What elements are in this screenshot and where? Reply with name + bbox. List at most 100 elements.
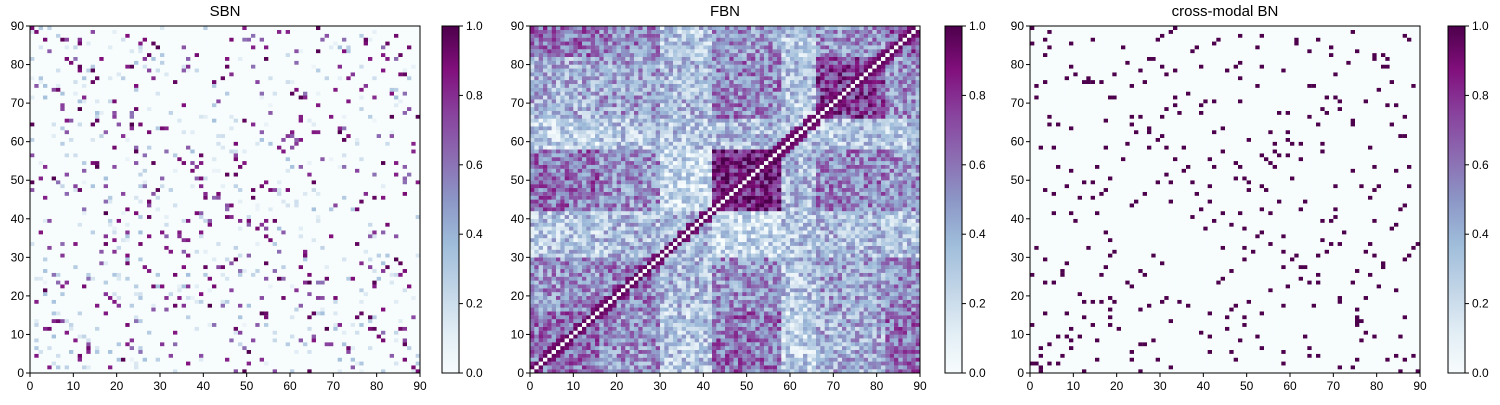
heatmap-cell <box>173 176 178 181</box>
heatmap-cell <box>82 284 87 289</box>
heatmap-cell <box>108 241 113 246</box>
heatmap-cell <box>329 346 334 351</box>
heatmap-cell <box>242 257 247 262</box>
heatmap-cell <box>385 365 390 370</box>
heatmap-cell <box>307 257 312 262</box>
heatmap-cell <box>121 361 126 366</box>
heatmap-cell <box>34 157 39 162</box>
heatmap-cell <box>69 330 74 335</box>
heatmap-cell <box>402 299 408 304</box>
heatmap-cell <box>112 288 117 293</box>
heatmap-cell <box>385 191 390 196</box>
heatmap-cell <box>155 245 161 250</box>
heatmap-cell <box>350 284 356 289</box>
heatmap-cell <box>220 222 226 227</box>
heatmap-cell <box>95 257 100 262</box>
heatmap-cell <box>125 261 130 266</box>
heatmap-cell <box>407 238 412 243</box>
heatmap-cell <box>134 342 139 347</box>
heatmap-cell <box>95 160 100 165</box>
heatmap-cell <box>116 249 122 254</box>
heatmap-cell <box>99 280 104 285</box>
heatmap-cell <box>298 299 304 304</box>
heatmap-cell <box>307 319 312 324</box>
heatmap-cell <box>415 353 421 358</box>
heatmap-cell <box>316 172 321 177</box>
heatmap-cell <box>125 357 130 362</box>
heatmap-cell <box>368 241 373 246</box>
heatmap-cell <box>346 288 351 293</box>
heatmap-cell <box>103 307 109 312</box>
heatmap-cell <box>303 211 308 216</box>
heatmap-cell <box>99 303 104 308</box>
heatmap-cell <box>186 168 191 173</box>
heatmap-cell <box>69 353 74 358</box>
heatmap-cell <box>86 319 91 324</box>
heatmap-cell <box>151 299 156 304</box>
heatmap-cell <box>151 288 156 293</box>
heatmap-cell <box>329 299 334 304</box>
heatmap-cell <box>121 211 126 216</box>
heatmap-cell <box>281 284 286 289</box>
heatmap-cell <box>272 315 278 320</box>
heatmap-cell <box>303 284 308 289</box>
heatmap-cell <box>103 357 109 362</box>
heatmap-cell <box>64 292 70 297</box>
heatmap-cell <box>160 295 165 300</box>
heatmap-cell <box>402 257 408 262</box>
heatmap-cell <box>138 214 143 219</box>
heatmap-cell <box>147 346 152 351</box>
heatmap-cell <box>376 234 382 239</box>
heatmap-cell <box>259 234 265 239</box>
heatmap-cell <box>389 249 395 254</box>
heatmap-cell <box>233 292 239 297</box>
heatmap-cell <box>147 349 152 354</box>
heatmap-cell <box>112 241 117 246</box>
heatmap-cell <box>220 214 226 219</box>
heatmap-cell <box>168 334 174 339</box>
heatmap-cell <box>125 176 130 181</box>
heatmap-cell <box>294 241 299 246</box>
heatmap-cell <box>342 257 347 262</box>
heatmap-cell <box>268 319 273 324</box>
heatmap-cell <box>229 199 234 204</box>
heatmap-cell <box>194 226 200 231</box>
heatmap-cell <box>398 191 403 196</box>
heatmap-cell <box>298 191 304 196</box>
heatmap-cell <box>324 330 330 335</box>
heatmap-cell <box>69 288 74 293</box>
heatmap-cell <box>82 299 87 304</box>
heatmap-cell <box>372 184 377 189</box>
heatmap-cell <box>69 230 74 235</box>
heatmap-cell <box>220 349 226 354</box>
heatmap-cell <box>385 342 390 347</box>
heatmap-cell <box>385 214 390 219</box>
heatmap-cell <box>82 265 87 270</box>
heatmap-cell <box>333 346 338 351</box>
heatmap-cell <box>34 241 39 246</box>
heatmap-cell <box>30 361 35 366</box>
heatmap-cell <box>316 292 321 297</box>
heatmap-cell <box>82 369 87 374</box>
heatmap-cell <box>355 284 360 289</box>
heatmap-cell <box>376 357 382 362</box>
heatmap-cell <box>56 369 61 374</box>
heatmap-cell <box>186 292 191 297</box>
heatmap-cell <box>337 218 343 223</box>
heatmap-cell <box>190 226 195 231</box>
heatmap-cell <box>47 280 52 285</box>
heatmap-cell <box>99 369 104 374</box>
heatmap-cell <box>402 322 408 327</box>
heatmap-cell <box>238 222 243 227</box>
heatmap-cell <box>246 199 252 204</box>
heatmap-cell <box>142 203 148 208</box>
heatmap-cell <box>333 230 338 235</box>
heatmap-cell <box>372 361 377 366</box>
heatmap-cell <box>407 346 412 351</box>
heatmap-cell <box>38 191 44 196</box>
heatmap-cell <box>290 326 295 331</box>
heatmap-cell <box>216 295 221 300</box>
heatmap-cell <box>307 334 312 339</box>
heatmap-cell <box>129 268 135 273</box>
heatmap-cell <box>359 176 364 181</box>
